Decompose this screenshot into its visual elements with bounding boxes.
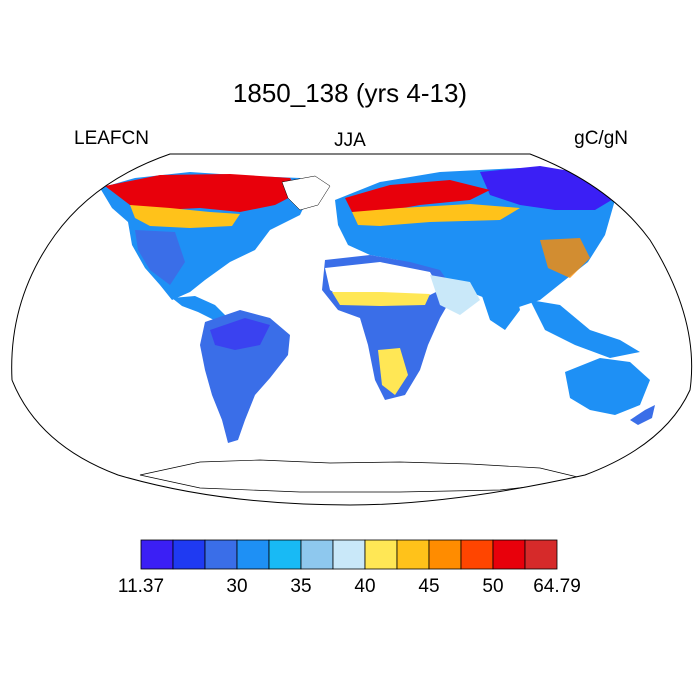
australia-region (565, 358, 650, 415)
colorbar-label-4: 45 (418, 576, 440, 597)
colorbar-label-0: 11.37 (117, 576, 165, 597)
us-west-region (135, 230, 185, 285)
colorbar-swatch-1 (172, 539, 206, 570)
land-fill-layer (100, 166, 655, 493)
colorbar-swatch-2 (204, 539, 238, 570)
south-africa-yellow (378, 348, 408, 395)
colorbar-label-3: 40 (354, 576, 376, 597)
amazon-region (210, 318, 270, 350)
greenland-region (281, 175, 331, 211)
russia-red-band (345, 180, 490, 212)
sahara-region (325, 262, 440, 300)
colorbar-swatch-3 (236, 539, 270, 570)
russia-yellow-band (352, 204, 520, 226)
canada-north-region (105, 174, 300, 212)
colorbar-swatch-6 (332, 539, 366, 570)
colorbar (140, 539, 558, 570)
colorbar-swatch-7 (364, 539, 398, 570)
colorbar-swatch-12 (524, 539, 558, 570)
colorbar-swatch-5 (300, 539, 334, 570)
colorbar-swatch-0 (140, 539, 174, 570)
colorbar-swatch-8 (396, 539, 430, 570)
new-zealand-region (630, 405, 655, 425)
canada-band-region (130, 205, 240, 228)
antarctica-outline (139, 459, 591, 493)
colorbar-swatch-11 (492, 539, 526, 570)
season-label: JJA (334, 130, 366, 151)
plot-title: 1850_138 (yrs 4-13) (232, 78, 468, 108)
colorbar-swatch-9 (428, 539, 462, 570)
globe-outline (11, 153, 693, 506)
arabia-region (430, 275, 480, 315)
variable-label: LEAFCN (74, 128, 149, 149)
southeast-asia-region (530, 300, 640, 358)
central-america-region (172, 296, 228, 322)
colorbar-label-6: 64.79 (533, 576, 581, 597)
sahel-yellow-band (332, 292, 430, 306)
colorbar-label-2: 35 (290, 576, 312, 597)
asia-east-region (540, 238, 590, 278)
india-region (480, 288, 520, 330)
colorbar-swatch-10 (460, 539, 494, 570)
colorbar-label-1: 30 (226, 576, 248, 597)
colorbar-swatch-4 (268, 539, 302, 570)
units-label: gC/gN (574, 128, 628, 149)
colorbar-label-5: 50 (482, 576, 504, 597)
